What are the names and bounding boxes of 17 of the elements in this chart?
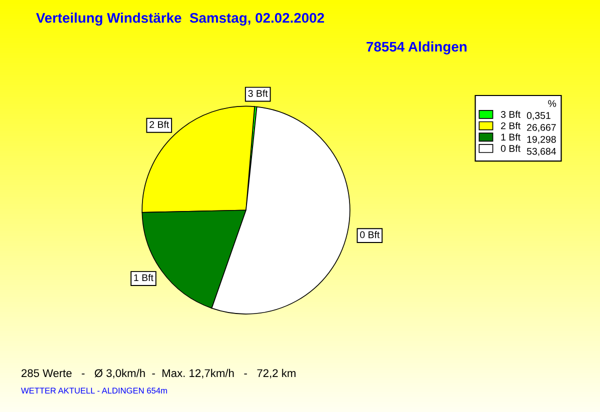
text: WETTER AKTUELL - ALDINGEN 654m [21,388,167,394]
text: 285 Werte - Ø 3,0km/h - Max. 12,7km/h - 72,2 km [22,368,296,378]
slice-label: 0 Bft [360,231,380,238]
legend-label: 2 Bft [501,122,520,130]
data-label: 26,667 [527,124,556,132]
data-label: 19,298 [527,136,556,144]
chart-subtitle: 78554 Aldingen [366,41,467,54]
slice-label: 3 Bft [248,90,268,97]
legend-label: 3 Bft [500,110,520,118]
data-label: 53,684 [526,148,556,156]
slice-label: 1 Bft [134,274,154,282]
chart-title: Verteilung Windstärke Samstag, 02.02.2002 [36,12,324,26]
legend-label: 1 Bft [501,133,520,141]
legend-title: % [548,100,556,107]
legend-label: 0 Bft [500,144,520,152]
slice-label: 2 Bft [150,120,170,128]
data-label: 0,351 [526,112,550,120]
